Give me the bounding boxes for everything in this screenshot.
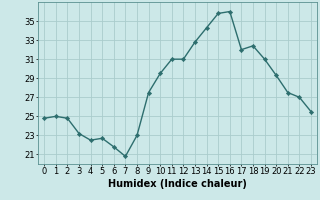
X-axis label: Humidex (Indice chaleur): Humidex (Indice chaleur) <box>108 179 247 189</box>
